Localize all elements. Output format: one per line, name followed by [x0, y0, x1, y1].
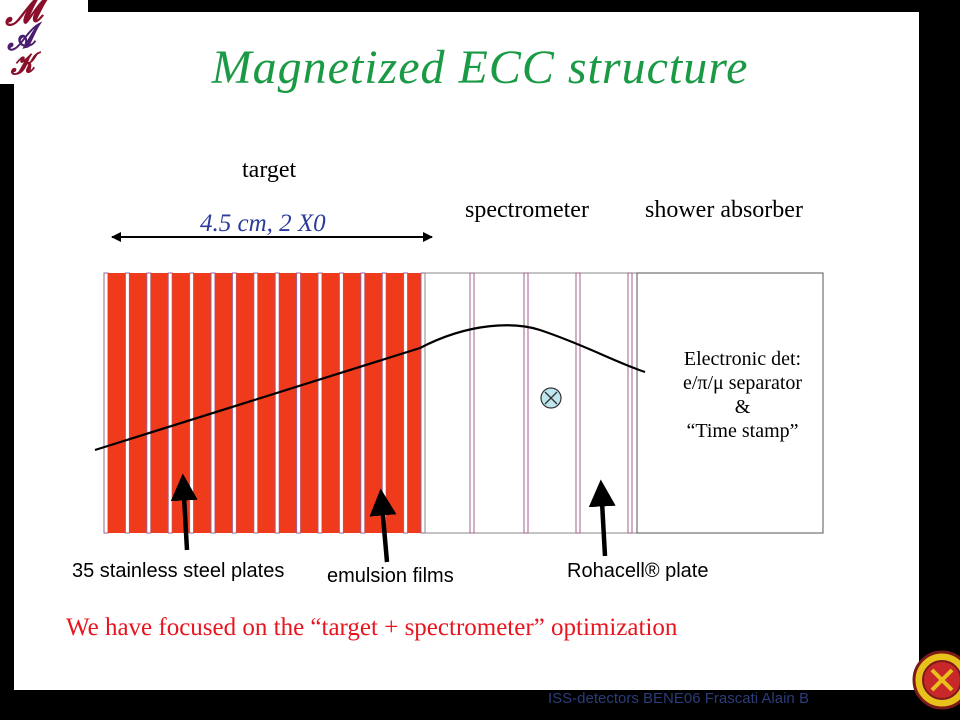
emulsion-film	[296, 272, 302, 534]
university-logo-icon: 𝓜 𝓐 𝓚	[0, 0, 88, 84]
steel-plate	[215, 273, 233, 533]
steel-plate	[172, 273, 190, 533]
steel-plate	[279, 273, 297, 533]
steel-plate	[386, 273, 404, 533]
magnetic-field-icon	[540, 387, 562, 409]
shower-absorber-label: shower absorber	[645, 197, 803, 223]
electronic-line-4: “Time stamp”	[686, 420, 799, 442]
electronic-line-2: e/π/μ separator	[682, 372, 803, 394]
particle-track	[94, 324, 646, 452]
emulsion-film	[189, 272, 195, 534]
spectrometer-outline	[424, 272, 638, 534]
footer-text: ISS-detectors BENE06 Frascati Alain B	[548, 690, 809, 707]
steel-plate	[364, 273, 383, 533]
spectrometer-label: spectrometer	[465, 197, 589, 223]
emulsion-film	[420, 272, 426, 534]
steel-plate	[300, 273, 318, 533]
steel-plate	[193, 273, 211, 533]
emulsion-film	[338, 272, 344, 534]
electronic-line-3: &	[734, 396, 751, 418]
electronic-detector-text: Electronic det: e/π/μ separator & “Time …	[645, 347, 840, 443]
spectrometer-film-3	[575, 272, 581, 534]
emulsion-film	[360, 272, 366, 534]
emulsion-film	[403, 272, 409, 534]
steel-plates-arrow	[170, 473, 198, 551]
emulsion-film	[317, 272, 323, 534]
steel-plate	[129, 273, 147, 533]
target-label: target	[242, 157, 297, 183]
steel-plates-group	[103, 272, 426, 534]
emulsion-film	[253, 272, 259, 534]
emulsion-film	[146, 272, 152, 534]
emulsion-film	[274, 272, 280, 534]
emulsion-film	[124, 272, 130, 534]
steel-plate	[343, 273, 361, 533]
emulsion-film	[210, 272, 216, 534]
steel-plate	[108, 273, 126, 533]
spectrometer-film-1	[469, 272, 475, 534]
emulsion-films-arrow	[369, 488, 397, 563]
steel-plate	[150, 273, 169, 533]
emulsion-films-label: emulsion films	[327, 565, 454, 587]
electronic-line-1: Electronic det:	[683, 348, 802, 370]
steel-plate	[257, 273, 276, 533]
emulsion-film	[231, 272, 237, 534]
spectrometer-region	[424, 272, 638, 534]
rohacell-label: Rohacell® plate	[567, 560, 709, 582]
steel-plate	[322, 273, 340, 533]
steel-plates-label: 35 stainless steel plates	[72, 560, 285, 582]
rohacell-arrow	[588, 479, 616, 557]
conclusion-text: We have focused on the “target + spectro…	[66, 614, 678, 641]
university-seal-icon	[912, 650, 960, 710]
emulsion-film	[103, 272, 109, 534]
emulsion-film	[167, 272, 173, 534]
spectrometer-film-4	[627, 272, 633, 534]
shower-absorber-box	[636, 272, 824, 534]
slide-title: Magnetized ECC structure	[211, 41, 749, 94]
spectrometer-film-2	[523, 272, 529, 534]
